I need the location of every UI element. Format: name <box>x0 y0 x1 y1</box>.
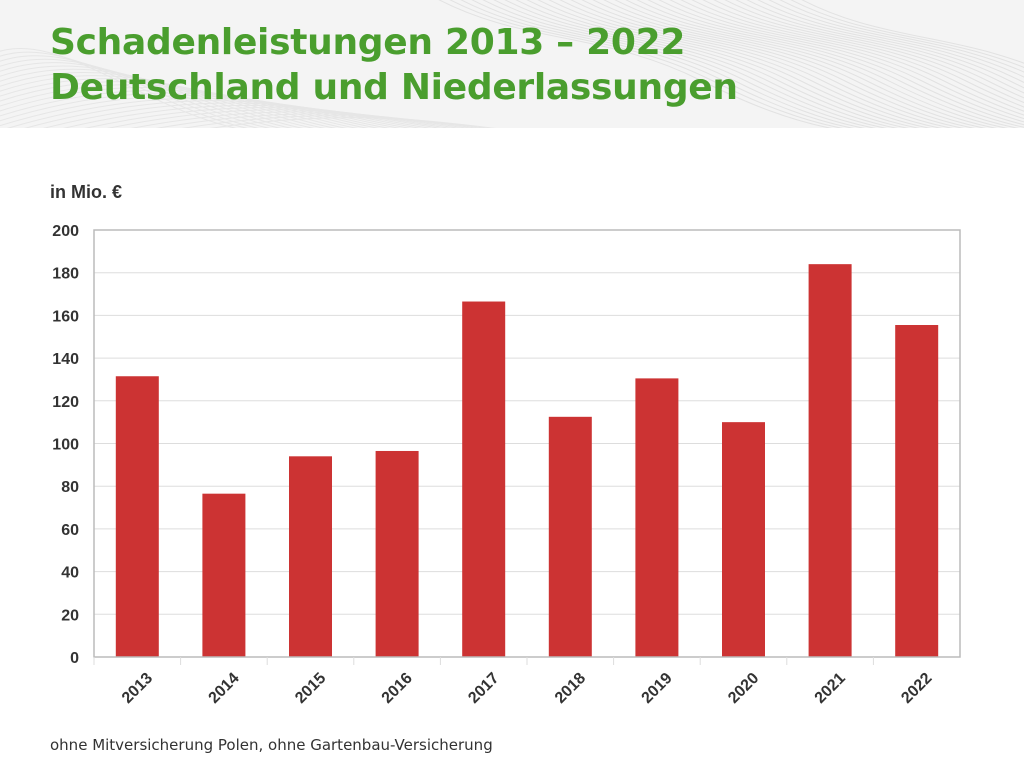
bars <box>115 264 939 657</box>
x-tick-label-2017: 2017 <box>465 670 502 707</box>
chart-title-line-1: Schadenleistungen 2013 – 2022 <box>50 22 686 63</box>
bar-2016 <box>375 450 419 657</box>
y-tick-label-40: 40 <box>61 565 79 582</box>
chart-title: Schadenleistungen 2013 – 2022 Deutschlan… <box>50 20 738 110</box>
y-tick-label-100: 100 <box>52 437 79 454</box>
footnote: ohne Mitversicherung Polen, ohne Gartenb… <box>50 736 493 754</box>
bar-2020 <box>722 422 765 657</box>
chart-title-line-2: Deutschland und Niederlassungen <box>50 67 738 108</box>
x-tick-label-2016: 2016 <box>379 670 416 707</box>
x-tick-label-2014: 2014 <box>206 670 243 707</box>
bar-2013 <box>115 376 159 657</box>
x-tick-label-2019: 2019 <box>639 670 676 707</box>
x-tick-label-2021: 2021 <box>812 670 849 707</box>
y-tick-label-180: 180 <box>52 266 79 283</box>
y-tick-label-140: 140 <box>52 351 79 368</box>
x-tick-labels: 2013 2014 2015 2016 2017 2018 2019 2020 2021 2022 <box>93 657 936 707</box>
y-tick-label-60: 60 <box>61 522 79 539</box>
y-tick-label-200: 200 <box>52 223 79 240</box>
bar-2017 <box>462 301 506 657</box>
y-tick-label-120: 120 <box>52 394 79 411</box>
x-tick-label-2022: 2022 <box>898 670 935 707</box>
bar-2019 <box>635 378 679 657</box>
y-tick-label-80: 80 <box>61 479 79 496</box>
y-tick-label-0: 0 <box>70 650 79 667</box>
y-tick-labels: 0 20 40 60 80 100 120 140 160 180 200 <box>52 223 79 667</box>
x-tick-label-2015: 2015 <box>292 670 329 707</box>
bar-2021 <box>808 264 852 657</box>
bar-2018 <box>548 416 592 657</box>
y-tick-label-160: 160 <box>52 308 79 325</box>
x-tick-label-2020: 2020 <box>725 670 762 707</box>
header-band <box>0 0 1024 128</box>
y-axis-unit-label: in Mio. € <box>50 182 122 202</box>
y-tick-label-20: 20 <box>61 607 79 624</box>
bar-2022 <box>895 325 939 657</box>
decorative-wave-lines <box>0 0 1024 128</box>
x-tick-label-2018: 2018 <box>552 670 589 707</box>
bar-2014 <box>202 493 246 657</box>
bar-2015 <box>289 456 332 657</box>
x-tick-label-2013: 2013 <box>119 670 156 707</box>
